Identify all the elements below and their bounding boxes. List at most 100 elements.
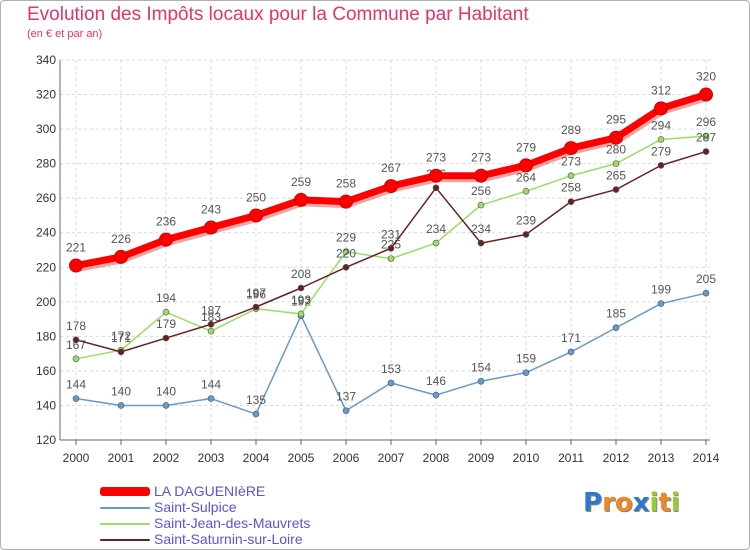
legend-label: Saint-Sulpice bbox=[154, 499, 237, 515]
x-tick-label: 2013 bbox=[648, 451, 675, 465]
data-point bbox=[72, 336, 80, 344]
chart-subtitle: (en € et par an) bbox=[27, 28, 103, 40]
data-point bbox=[387, 244, 395, 252]
data-label: 273 bbox=[471, 151, 491, 165]
legend-swatch bbox=[100, 487, 150, 496]
data-label: 280 bbox=[606, 143, 626, 157]
data-point bbox=[69, 258, 83, 273]
data-point bbox=[432, 184, 440, 192]
data-label: 159 bbox=[516, 352, 536, 366]
x-tick-label: 2011 bbox=[558, 451, 584, 465]
x-tick-label: 2010 bbox=[513, 451, 540, 465]
data-label: 172 bbox=[111, 329, 131, 343]
data-label: 295 bbox=[606, 113, 626, 127]
data-point bbox=[657, 300, 665, 307]
y-tick-label: 160 bbox=[36, 364, 56, 378]
data-label: 221 bbox=[66, 241, 86, 255]
data-point bbox=[297, 284, 305, 292]
data-point bbox=[384, 179, 398, 194]
data-label: 185 bbox=[606, 307, 626, 321]
data-label: 146 bbox=[426, 374, 446, 388]
data-label: 135 bbox=[246, 393, 266, 407]
data-label: 226 bbox=[111, 232, 131, 246]
data-point bbox=[297, 310, 305, 318]
data-label: 287 bbox=[696, 131, 716, 145]
data-label: 171 bbox=[561, 331, 581, 345]
data-point bbox=[477, 377, 485, 385]
data-point bbox=[72, 355, 80, 363]
y-tick-label: 260 bbox=[36, 191, 56, 205]
x-tick-label: 2014 bbox=[693, 451, 720, 465]
data-label: 205 bbox=[696, 272, 716, 286]
data-point bbox=[702, 148, 710, 155]
data-point bbox=[429, 168, 443, 183]
logo-letter: o bbox=[614, 488, 633, 518]
data-point bbox=[114, 249, 128, 264]
data-label: 229 bbox=[336, 231, 356, 245]
data-point bbox=[294, 192, 308, 207]
data-point bbox=[657, 162, 665, 169]
data-label: 289 bbox=[561, 123, 581, 137]
data-point bbox=[612, 324, 620, 332]
data-label: 187 bbox=[201, 303, 221, 317]
y-tick-label: 180 bbox=[36, 329, 56, 343]
data-point bbox=[657, 136, 665, 143]
data-point bbox=[159, 232, 173, 247]
legend-swatch bbox=[100, 523, 150, 525]
data-label: 140 bbox=[111, 384, 131, 398]
data-point bbox=[477, 201, 485, 209]
data-label: 312 bbox=[651, 83, 671, 97]
data-label: 273 bbox=[561, 155, 581, 169]
data-label: 178 bbox=[66, 319, 86, 333]
x-tick-label: 2012 bbox=[603, 451, 630, 465]
data-label: 153 bbox=[381, 362, 401, 376]
x-tick-label: 2007 bbox=[378, 451, 405, 465]
chart-title: Evolution des Impôts locaux pour la Comm… bbox=[27, 4, 529, 25]
data-label: 234 bbox=[471, 222, 491, 236]
legend-swatch bbox=[100, 539, 150, 541]
data-label: 259 bbox=[291, 175, 311, 189]
data-point bbox=[249, 208, 263, 223]
data-label: 250 bbox=[246, 190, 266, 204]
data-label: 179 bbox=[156, 317, 176, 331]
x-tick-label: 2000 bbox=[63, 451, 90, 465]
data-label: 208 bbox=[291, 267, 311, 281]
data-point bbox=[432, 391, 440, 399]
data-point bbox=[522, 231, 530, 238]
data-label: 236 bbox=[156, 215, 176, 229]
legend-label: Saint-Jean-des-Mauvrets bbox=[154, 515, 311, 531]
data-label: 294 bbox=[651, 118, 671, 132]
data-point bbox=[207, 395, 215, 402]
data-label: 265 bbox=[606, 169, 626, 183]
logo-letter: P bbox=[583, 488, 603, 518]
data-point bbox=[519, 158, 533, 173]
data-point bbox=[342, 248, 350, 256]
data-label: 196 bbox=[246, 288, 266, 302]
data-point bbox=[117, 402, 125, 409]
data-point bbox=[162, 308, 170, 316]
data-label: 220 bbox=[336, 246, 356, 260]
data-point bbox=[387, 255, 395, 262]
data-label: 273 bbox=[426, 151, 446, 165]
data-point bbox=[522, 187, 530, 195]
data-point bbox=[477, 239, 485, 247]
data-label: 320 bbox=[696, 70, 716, 84]
data-point bbox=[342, 407, 350, 414]
logo-letter: i bbox=[649, 488, 659, 518]
x-tick-label: 2001 bbox=[108, 451, 135, 465]
data-point bbox=[204, 220, 218, 235]
proxiti-logo: Proxiti bbox=[583, 488, 680, 518]
data-label: 140 bbox=[156, 384, 176, 398]
y-tick-label: 120 bbox=[36, 433, 56, 447]
data-label: 144 bbox=[201, 378, 221, 392]
y-tick-label: 200 bbox=[36, 295, 56, 309]
data-label: 171 bbox=[111, 331, 131, 345]
data-point bbox=[474, 168, 488, 183]
x-tick-label: 2004 bbox=[243, 451, 270, 465]
logo-letter: r bbox=[602, 488, 615, 518]
data-label: 234 bbox=[426, 222, 446, 236]
data-label: 267 bbox=[381, 161, 401, 175]
data-point bbox=[252, 303, 260, 311]
x-tick-label: 2003 bbox=[198, 451, 225, 465]
data-label: 239 bbox=[516, 213, 536, 227]
